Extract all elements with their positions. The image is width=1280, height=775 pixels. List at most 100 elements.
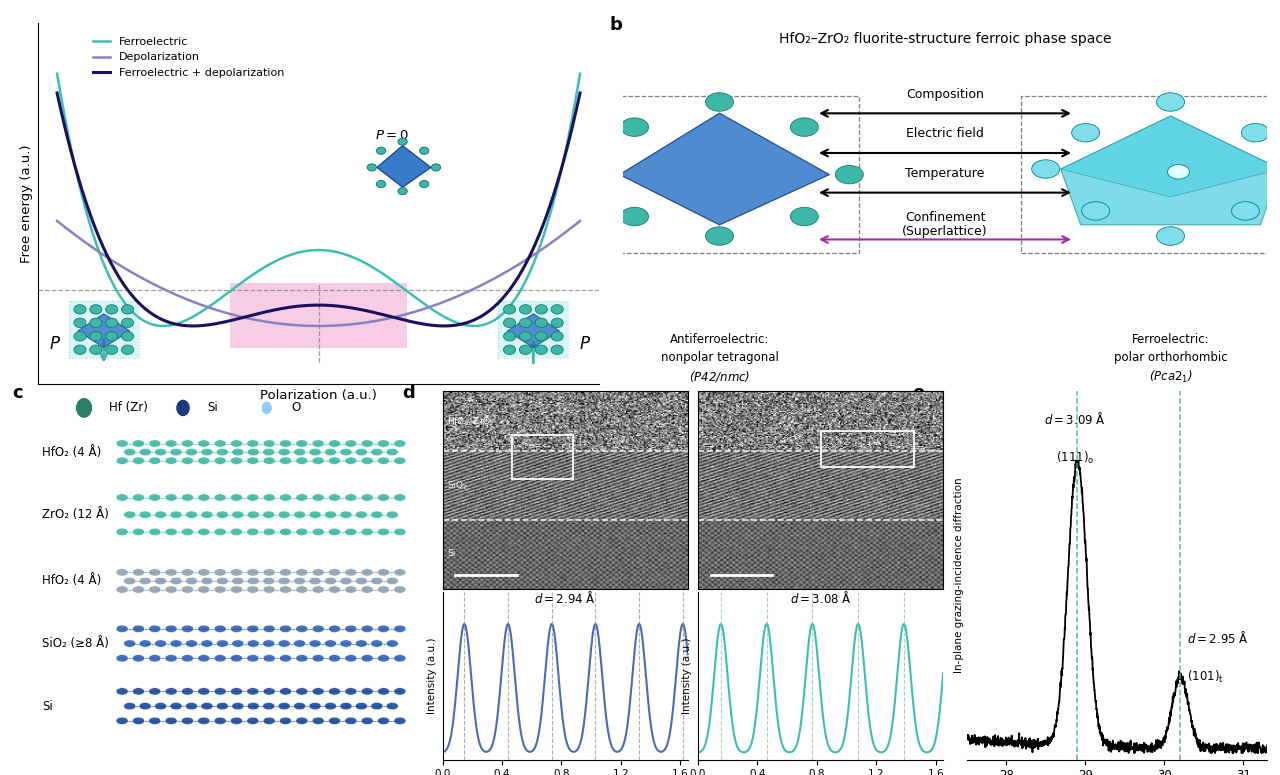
Text: Si: Si [447, 549, 456, 558]
Ellipse shape [340, 702, 352, 710]
Ellipse shape [182, 586, 193, 593]
Ellipse shape [148, 569, 161, 576]
Ellipse shape [279, 529, 292, 536]
Ellipse shape [247, 449, 260, 456]
Ellipse shape [186, 640, 197, 647]
Ellipse shape [247, 569, 259, 576]
Ellipse shape [503, 345, 516, 354]
Ellipse shape [197, 717, 210, 725]
Ellipse shape [116, 717, 128, 725]
Ellipse shape [214, 687, 227, 695]
Ellipse shape [182, 687, 193, 695]
Ellipse shape [201, 511, 212, 518]
Ellipse shape [279, 717, 292, 725]
Ellipse shape [90, 305, 102, 314]
Ellipse shape [264, 586, 275, 593]
Text: HfO₂ (4 Å): HfO₂ (4 Å) [42, 574, 101, 587]
Ellipse shape [264, 569, 275, 576]
Ellipse shape [165, 687, 177, 695]
Ellipse shape [324, 577, 337, 584]
Bar [498, 301, 568, 358]
Ellipse shape [1242, 123, 1270, 142]
Ellipse shape [340, 640, 352, 647]
Ellipse shape [74, 332, 86, 341]
Ellipse shape [132, 494, 145, 501]
Text: SiO$_2$: SiO$_2$ [447, 480, 468, 492]
Ellipse shape [132, 569, 145, 576]
Ellipse shape [324, 640, 337, 647]
Ellipse shape [279, 687, 292, 695]
Text: (Superlattice): (Superlattice) [902, 225, 988, 238]
Ellipse shape [371, 702, 383, 710]
Ellipse shape [296, 457, 308, 464]
Ellipse shape [116, 655, 128, 662]
Ellipse shape [279, 494, 292, 501]
Ellipse shape [621, 118, 649, 136]
Ellipse shape [296, 569, 308, 576]
Ellipse shape [293, 449, 306, 456]
Ellipse shape [148, 494, 161, 501]
Ellipse shape [329, 569, 340, 576]
Ellipse shape [182, 457, 193, 464]
Text: Composition: Composition [906, 88, 984, 101]
Ellipse shape [247, 457, 259, 464]
Y-axis label: Intensity (a.u.): Intensity (a.u.) [428, 637, 436, 714]
Ellipse shape [1071, 123, 1100, 142]
Text: $d = 2.95$ Å: $d = 2.95$ Å [1187, 630, 1248, 646]
Ellipse shape [170, 511, 182, 518]
Ellipse shape [170, 577, 182, 584]
Ellipse shape [247, 702, 260, 710]
Ellipse shape [214, 529, 227, 536]
Polygon shape [1061, 116, 1280, 225]
Ellipse shape [230, 494, 243, 501]
Ellipse shape [247, 529, 259, 536]
Ellipse shape [329, 625, 340, 632]
Ellipse shape [535, 305, 548, 314]
Ellipse shape [376, 147, 385, 154]
Ellipse shape [262, 577, 275, 584]
Ellipse shape [296, 655, 308, 662]
Text: HfO₂–ZrO₂ fluorite-structure ferroic phase space: HfO₂–ZrO₂ fluorite-structure ferroic pha… [778, 33, 1111, 46]
Ellipse shape [186, 577, 197, 584]
Ellipse shape [197, 625, 210, 632]
Ellipse shape [308, 449, 321, 456]
Ellipse shape [394, 625, 406, 632]
Ellipse shape [503, 305, 516, 314]
Ellipse shape [262, 449, 275, 456]
Ellipse shape [586, 165, 613, 184]
Ellipse shape [420, 147, 429, 154]
Ellipse shape [293, 702, 306, 710]
Ellipse shape [387, 640, 398, 647]
Ellipse shape [394, 457, 406, 464]
Ellipse shape [214, 625, 227, 632]
Ellipse shape [329, 655, 340, 662]
Ellipse shape [344, 569, 357, 576]
Ellipse shape [371, 449, 383, 456]
Ellipse shape [116, 494, 128, 501]
Ellipse shape [148, 529, 161, 536]
Ellipse shape [344, 717, 357, 725]
Ellipse shape [214, 586, 227, 593]
Ellipse shape [148, 440, 161, 447]
Polygon shape [78, 314, 131, 347]
Ellipse shape [308, 577, 321, 584]
Polygon shape [376, 146, 431, 188]
Ellipse shape [394, 655, 406, 662]
Ellipse shape [344, 625, 357, 632]
Text: ($Pca2_1$): ($Pca2_1$) [1148, 369, 1193, 385]
Bar [822, 432, 914, 467]
Ellipse shape [367, 164, 376, 171]
Text: Antiferroelectric:: Antiferroelectric: [669, 333, 769, 346]
Y-axis label: Intensity (a.u.): Intensity (a.u.) [682, 637, 692, 714]
Ellipse shape [344, 687, 357, 695]
Text: ZrO₂ (12 Å): ZrO₂ (12 Å) [42, 508, 109, 522]
Ellipse shape [1167, 164, 1189, 179]
Ellipse shape [230, 457, 243, 464]
Ellipse shape [182, 717, 193, 725]
Ellipse shape [262, 702, 275, 710]
Ellipse shape [182, 440, 193, 447]
Ellipse shape [312, 494, 324, 501]
Ellipse shape [247, 577, 260, 584]
Ellipse shape [378, 586, 389, 593]
Ellipse shape [106, 345, 118, 354]
